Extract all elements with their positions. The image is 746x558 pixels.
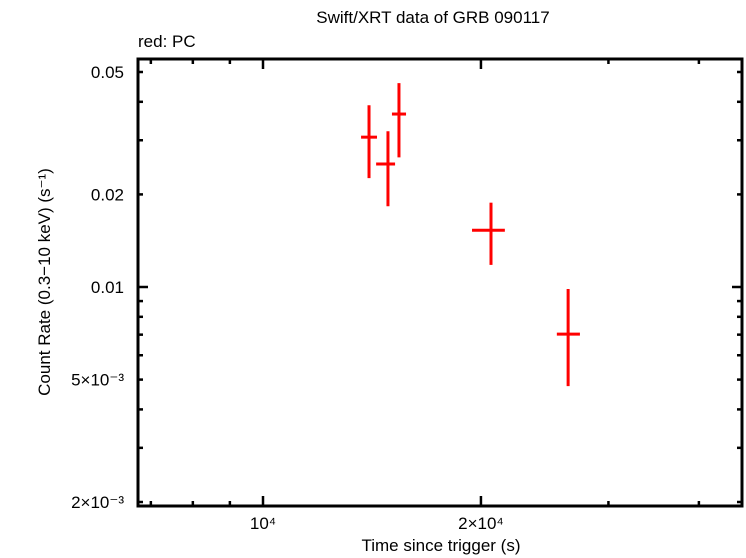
x-tick-label: 10⁴ [250,514,276,533]
y-tick-label: 2×10⁻³ [71,493,124,512]
y-tick-label: 0.05 [91,63,124,82]
series-pc [361,83,580,387]
chart-subtitle: red: PC [138,32,196,51]
data-point [376,131,396,207]
chart-title: Swift/XRT data of GRB 090117 [316,8,550,27]
data-point [361,105,377,179]
data-point [556,289,580,387]
y-axis-label: Count Rate (0.3−10 keV) (s⁻¹) [35,168,54,396]
x-tick-label: 2×10⁴ [458,514,504,533]
y-tick-label: 0.01 [91,278,124,297]
data-point [391,83,407,158]
y-tick-label: 5×10⁻³ [71,371,124,390]
plot-frame [136,57,744,508]
data-point [472,202,505,265]
x-axis-label: Time since trigger (s) [361,536,521,555]
y-tick-label: 0.02 [91,185,124,204]
